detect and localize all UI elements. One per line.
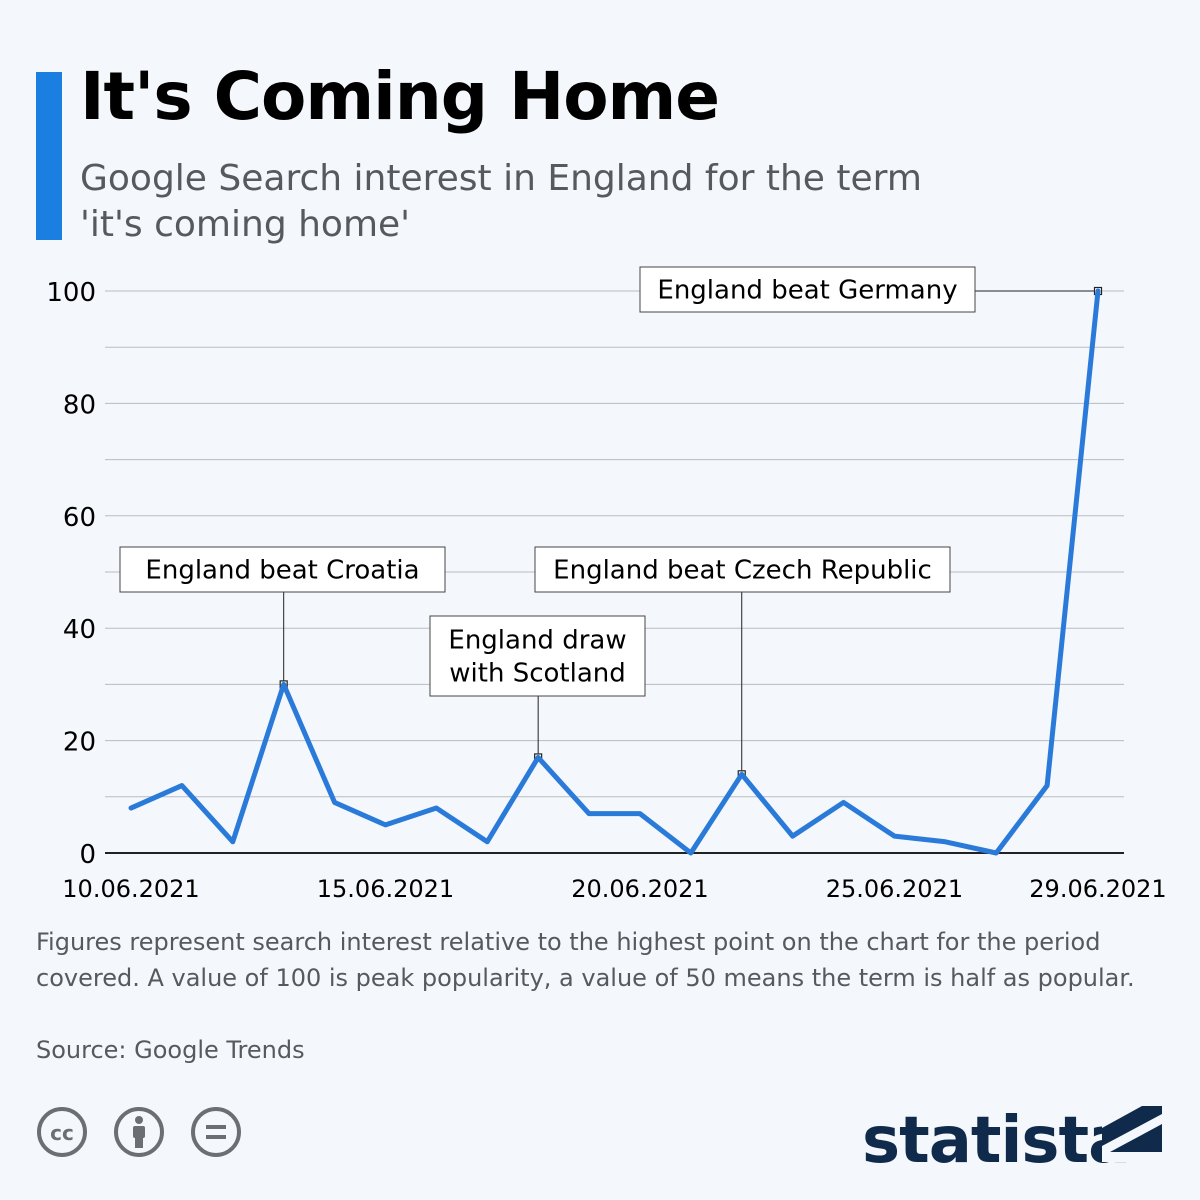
chart-subtitle: Google Search interest in England for th… (80, 158, 922, 245)
footnote: Figures represent search interest relati… (36, 928, 1135, 992)
no-derivatives-icon[interactable] (190, 1106, 242, 1158)
x-axis-ticks: 10.06.2021 15.06.2021 20.06.2021 25.06.2021… (62, 875, 1166, 903)
svg-text:cc: cc (50, 1121, 74, 1145)
y-tick-label: 80 (63, 390, 96, 420)
annotation-text: England draw (448, 626, 626, 656)
annotation-text: England beat Germany (657, 276, 957, 306)
annotation-text: England beat Czech Republic (553, 556, 932, 586)
series-search-interest (128, 288, 1101, 856)
line-chart: 0 20 40 60 80 100 10.06.2021 15.06.2021 20.06.2… (46, 266, 1167, 903)
y-tick-label: 0 (79, 840, 96, 870)
statista-logo[interactable]: statista (862, 1100, 1172, 1170)
chart-title: It's Coming Home (80, 58, 720, 135)
x-tick-label: 25.06.2021 (826, 875, 963, 903)
source-note: Source: Google Trends (36, 1036, 305, 1064)
x-tick-label: 20.06.2021 (571, 875, 708, 903)
annotation-box (534, 546, 951, 593)
y-tick-label: 60 (63, 503, 96, 533)
x-tick-label: 15.06.2021 (317, 875, 454, 903)
license-icons: cc (36, 1106, 262, 1158)
x-tick-label: 10.06.2021 (62, 875, 199, 903)
y-tick-label: 40 (63, 615, 96, 645)
attribution-icon[interactable] (113, 1106, 165, 1158)
annotation: England beat Czech Republic (534, 546, 951, 779)
title-accent-bar (36, 72, 62, 240)
y-axis-ticks: 0 20 40 60 80 100 (46, 278, 96, 870)
statista-wordmark: statista (862, 1104, 1130, 1170)
series-line (128, 288, 1101, 856)
annotation-box (639, 266, 976, 313)
statista-mark-icon (1102, 1106, 1162, 1162)
y-tick-label: 20 (63, 728, 96, 758)
y-tick-label: 100 (46, 278, 96, 308)
x-tick-label: 29.06.2021 (1029, 875, 1166, 903)
annotation-text: England beat Croatia (145, 556, 419, 586)
annotation: England beat Croatia (119, 546, 446, 689)
annotation-box (119, 546, 446, 593)
cc-icon[interactable]: cc (36, 1106, 88, 1158)
annotation: England beat Germany (639, 266, 1103, 313)
annotation-text: with Scotland (449, 659, 625, 689)
annotation-box (429, 615, 646, 697)
